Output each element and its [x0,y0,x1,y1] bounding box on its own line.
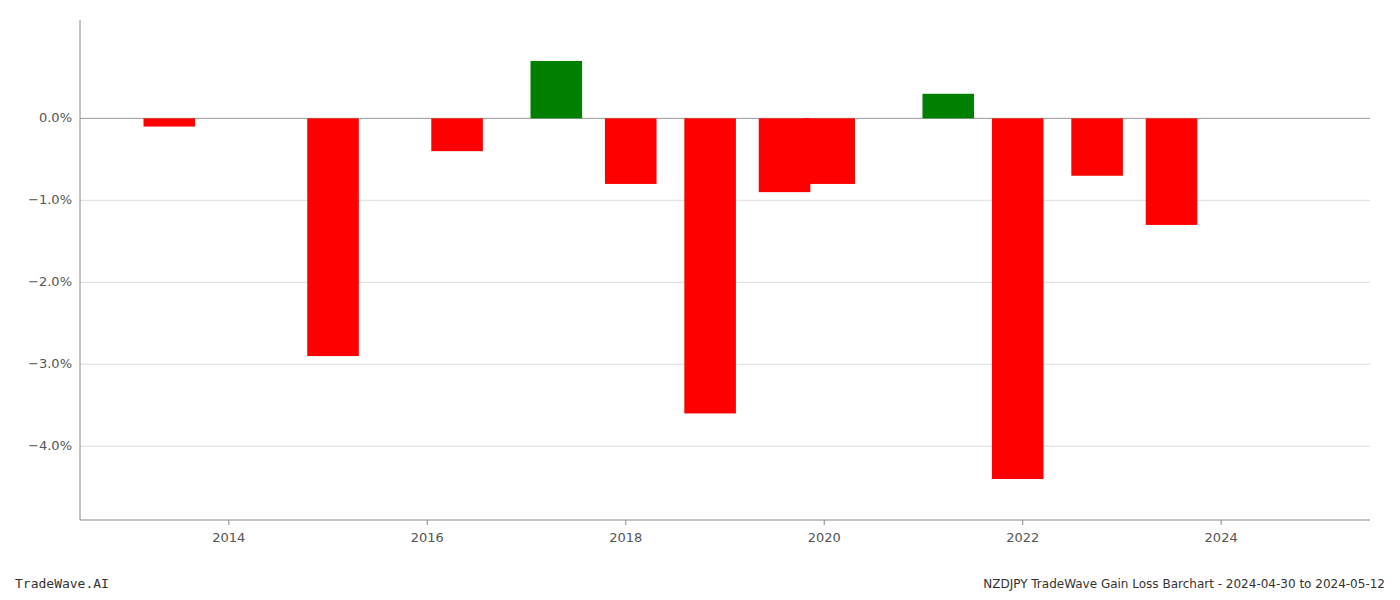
x-tick [228,520,229,525]
x-tick [1221,520,1222,525]
annotation: TradeWave.AI [15,576,109,591]
bar [759,118,811,192]
bar [144,118,196,126]
x-tick-label: 2024 [1205,530,1238,545]
bar [431,118,483,151]
x-tick-label: 2022 [1006,530,1039,545]
bars [144,61,1198,479]
x-tick-label: 2018 [609,530,642,545]
title: NZDJPY TradeWave Gain Loss Barchart - 20… [983,577,1385,591]
bar [992,118,1044,479]
y-tick-label: −3.0% [28,356,72,371]
x-tick-label: 2020 [808,530,841,545]
bar [1071,118,1123,175]
x-tick [625,520,626,525]
x-tick-label: 2016 [411,530,444,545]
bar [803,118,855,184]
x-tick [1022,520,1023,525]
chart: −4.0% −3.0% −2.0% −1.0% 0.0% 2014 2016 2018 2020… [0,0,1400,600]
bar [605,118,657,184]
y-tick-label: −2.0% [28,274,72,289]
bar [307,118,359,356]
x-axis-line [80,520,1370,521]
bar [531,61,583,118]
y-tick-label: −1.0% [28,192,72,207]
grid-line [80,446,1370,447]
bar [1146,118,1198,225]
x-tick [824,520,825,525]
x-tick [427,520,428,525]
y-tick-label: 0.0% [39,110,72,125]
x-tick-label: 2014 [212,530,245,545]
y-axis-line [80,20,81,520]
grid [80,118,1370,446]
bar [922,94,974,119]
y-tick-label: −4.0% [28,438,72,453]
bar [684,118,736,413]
